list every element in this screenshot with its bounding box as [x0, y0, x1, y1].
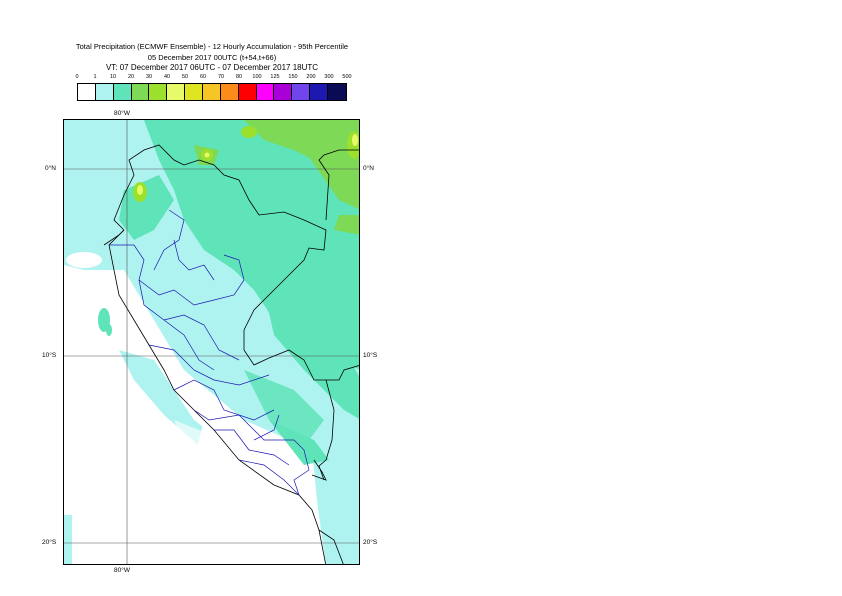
legend-tick-label: 125	[270, 74, 280, 80]
legend-swatch	[149, 84, 168, 100]
graticule	[64, 120, 359, 564]
legend-tick-label: 40	[163, 74, 171, 80]
legend-tick-label: 150	[288, 74, 298, 80]
legend-swatch	[310, 84, 329, 100]
lat-label-right-0: 0°N	[363, 165, 374, 172]
legend-tick-label: 20	[127, 74, 135, 80]
legend-tick-label: 80	[235, 74, 243, 80]
legend-tick-label: 70	[217, 74, 225, 80]
legend-swatch	[274, 84, 293, 100]
legend-tick-label: 60	[199, 74, 207, 80]
map-canvas	[64, 120, 359, 564]
map-run-time: 05 December 2017 00UTC (t+54,t+66)	[147, 53, 277, 62]
legend-swatch	[167, 84, 186, 100]
lat-label-left-0: 0°N	[45, 165, 56, 172]
legend-swatch	[220, 84, 239, 100]
precip-moderate-field	[98, 120, 359, 465]
legend-swatch	[256, 84, 275, 100]
lat-label-left-20s: 20°S	[42, 539, 57, 546]
legend-tick-label: 50	[181, 74, 189, 80]
precip-heavy-field	[133, 120, 359, 235]
legend-tick-label: 100	[252, 74, 262, 80]
legend-swatch	[328, 84, 346, 100]
lat-label-left-10s: 10°S	[42, 352, 57, 359]
legend-swatch	[95, 84, 114, 100]
lat-label-right-10s: 10°S	[363, 352, 378, 359]
legend-tick-labels: 0 1 10 20 30 40 50 60 70 80 100 125 150 200 300 500	[75, 74, 351, 83]
legend-tick-label: 1	[93, 74, 97, 80]
legend-swatch	[185, 84, 204, 100]
map-title: Total Precipitation (ECMWF Ensemble) - 1…	[75, 42, 349, 51]
legend-tick-label: 200	[306, 74, 316, 80]
legend-tick-label: 0	[75, 74, 79, 80]
lat-label-right-20s: 20°S	[363, 539, 378, 546]
legend-color-bar	[77, 83, 347, 101]
country-borders	[103, 144, 359, 564]
legend-tick-label: 500	[342, 74, 352, 80]
precipitation-map[interactable]	[63, 119, 360, 565]
legend-tick-label: 30	[145, 74, 153, 80]
region-borders	[109, 209, 310, 496]
legend-swatch	[292, 84, 311, 100]
lon-label-bottom: 80°W	[114, 567, 130, 574]
lon-label-top: 80°W	[114, 110, 130, 117]
legend-swatch	[238, 84, 257, 100]
legend-tick-label: 10	[109, 74, 117, 80]
legend-swatch	[131, 84, 150, 100]
legend-swatch	[203, 84, 221, 100]
legend-swatch	[113, 84, 132, 100]
map-valid-time: VT: 07 December 2017 06UTC - 07 December…	[105, 63, 319, 72]
legend-swatch	[78, 84, 96, 100]
legend-tick-label: 300	[324, 74, 334, 80]
color-legend: 0 1 10 20 30 40 50 60 70 80 100 125 150 200 300 500	[75, 74, 352, 102]
